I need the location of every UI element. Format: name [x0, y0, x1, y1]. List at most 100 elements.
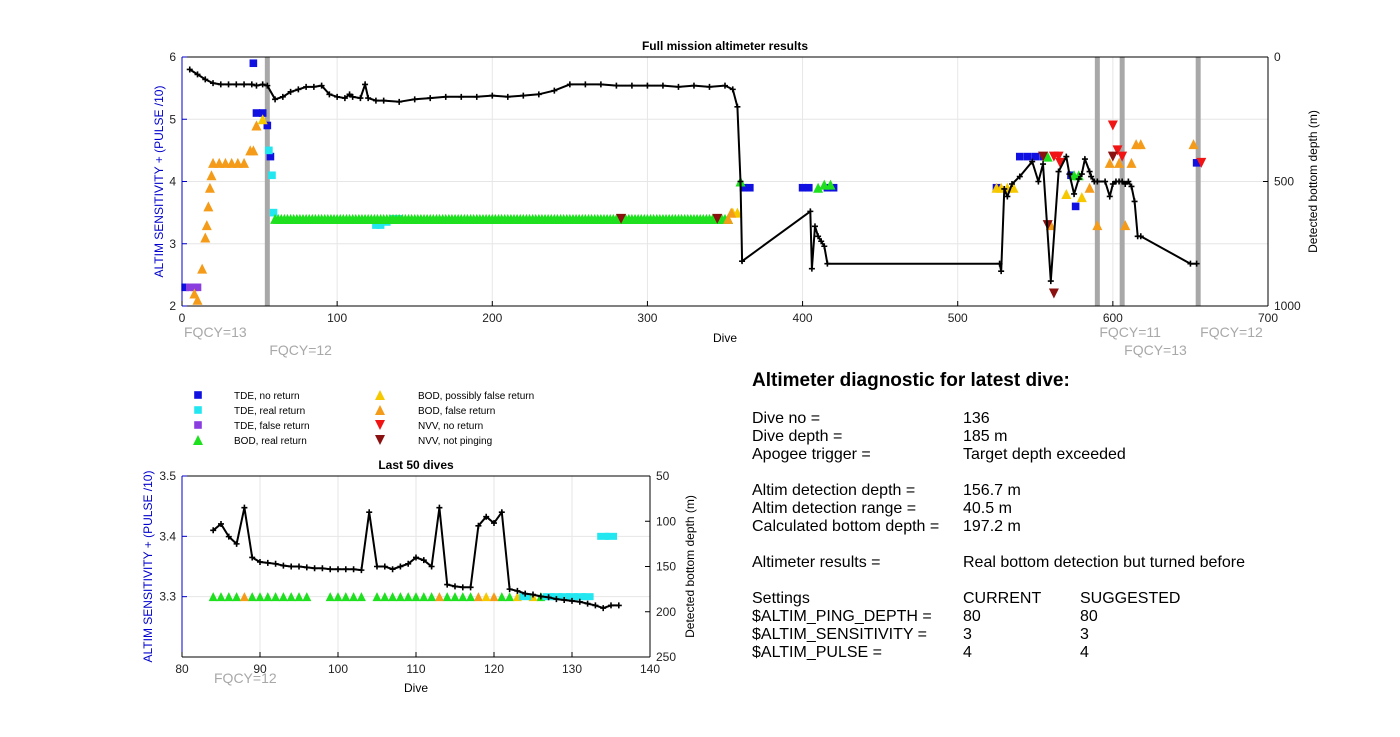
- marker-triangle-down: [375, 420, 385, 430]
- depth-point: [569, 597, 575, 604]
- depth-point: [381, 563, 388, 570]
- marker-triangle-up: [1114, 157, 1125, 168]
- depth-point: [1063, 153, 1070, 160]
- depth-point: [566, 81, 573, 88]
- diag-value: 40.5 m: [963, 500, 1012, 517]
- y-right-tick-label: 0: [1274, 50, 1281, 64]
- settings-key: Settings: [752, 590, 810, 607]
- legend-entry: BOD, false return: [375, 405, 495, 417]
- depth-point: [362, 81, 369, 88]
- depth-point: [210, 80, 217, 87]
- marker-triangle-up: [723, 213, 734, 224]
- depth-point: [522, 590, 529, 597]
- depth-point: [248, 81, 255, 88]
- depth-point: [396, 98, 403, 105]
- depth-point: [420, 557, 427, 564]
- y-right-tick-label: 1000: [1274, 299, 1301, 313]
- depth-point: [341, 95, 348, 102]
- depth-point: [1004, 193, 1011, 200]
- depth-point: [729, 86, 736, 93]
- main-chart-title: Full mission altimeter results: [642, 39, 808, 53]
- depth-point: [249, 554, 256, 561]
- x-tick-label: 100: [328, 662, 348, 676]
- marker-square: [597, 532, 610, 540]
- x-tick-label: 100: [327, 311, 347, 325]
- legend-label: TDE, false return: [234, 421, 310, 432]
- marker-triangle-down: [1112, 145, 1123, 156]
- diag-value: 197.2 m: [963, 518, 1021, 535]
- settings-header: Settings CURRENT SUGGESTED: [752, 590, 1392, 608]
- small-x-axis-label: Dive: [404, 681, 428, 695]
- y-left-tick-label: 6: [169, 50, 176, 64]
- depth-point: [811, 223, 818, 230]
- diag-value: Target depth exceeded: [963, 446, 1126, 463]
- legend-entry: NVV, not pinging: [375, 435, 492, 447]
- small-series-bod-real-return: [208, 592, 546, 602]
- marker-triangle-up: [403, 592, 413, 602]
- depth-point: [427, 95, 434, 102]
- depth-point: [1106, 193, 1113, 200]
- depth-point: [584, 600, 591, 607]
- diag-key: Apogee trigger =: [752, 446, 871, 463]
- marker-triangle-down: [1107, 120, 1118, 131]
- depth-point: [397, 563, 404, 570]
- small-series-tde-real-return: [519, 532, 617, 601]
- marker-triangle-up: [206, 170, 217, 181]
- marker-triangle-up: [395, 592, 405, 602]
- depth-point: [1137, 233, 1144, 240]
- diag-value: 185 m: [963, 428, 1008, 445]
- depth-point: [530, 591, 536, 598]
- diag-key: Altim detection depth =: [752, 482, 916, 499]
- depth-point: [350, 566, 357, 573]
- marker-triangle-up: [481, 592, 491, 602]
- depth-point: [706, 83, 713, 90]
- legend-label: TDE, real return: [234, 406, 305, 417]
- marker-square: [566, 593, 578, 601]
- depth-point: [444, 581, 451, 588]
- settings-current: 80: [963, 608, 981, 625]
- marker-triangle-up: [1042, 151, 1053, 162]
- marker-triangle-up: [1073, 170, 1084, 181]
- y-left-tick-label: 3: [169, 237, 176, 251]
- marker-square: [258, 109, 267, 117]
- depth-point: [303, 564, 310, 571]
- marker-square: [252, 109, 261, 117]
- x-tick-label: 500: [948, 311, 968, 325]
- depth-point: [690, 82, 697, 89]
- depth-point: [491, 520, 497, 527]
- fqcy-label: FQCY=11: [1099, 324, 1161, 340]
- marker-triangle-down: [1117, 151, 1128, 162]
- marker-triangle-down: [1055, 157, 1066, 168]
- x-tick-label: 130: [562, 662, 582, 676]
- marker-triangle-up: [458, 592, 468, 602]
- legend-label: NVV, no return: [418, 421, 483, 432]
- marker-triangle-up: [232, 592, 242, 602]
- depth-point: [561, 596, 568, 603]
- depth-point: [1075, 176, 1082, 183]
- marker-square: [605, 532, 617, 540]
- marker-square: [263, 121, 272, 130]
- diag-row-apogee-trigger: Apogee trigger = Target depth exceeded: [752, 446, 1392, 464]
- legend-entry: TDE, false return: [194, 421, 310, 432]
- marker-triangle-up: [208, 592, 218, 602]
- depth-point: [326, 91, 333, 98]
- depth-point: [318, 82, 325, 89]
- depth-point: [287, 88, 294, 95]
- depth-point: [597, 81, 604, 88]
- x-tick-label: 300: [637, 311, 657, 325]
- x-tick-label: 200: [482, 311, 502, 325]
- marker-triangle-up: [442, 592, 452, 602]
- marker-triangle-up: [255, 592, 265, 602]
- depth-point: [225, 81, 232, 88]
- settings-key: $ALTIM_PING_DEPTH =: [752, 608, 932, 625]
- depth-point: [295, 86, 302, 93]
- depth-point: [428, 563, 435, 570]
- depth-point: [592, 602, 599, 609]
- x-tick-label: 700: [1258, 311, 1278, 325]
- y-right-tick-label: 150: [656, 560, 676, 574]
- settings-key: $ALTIM_SENSITIVITY =: [752, 626, 928, 643]
- depth-point: [675, 83, 682, 90]
- small-series-bod-false-return: [239, 592, 499, 602]
- settings-row-ping-depth: $ALTIM_PING_DEPTH = 80 80: [752, 608, 1392, 626]
